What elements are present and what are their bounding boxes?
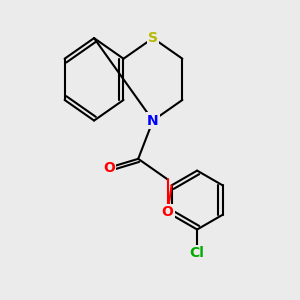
Text: O: O [162, 205, 174, 219]
Text: O: O [103, 161, 115, 175]
Text: Cl: Cl [190, 246, 205, 260]
Text: S: S [148, 31, 158, 45]
Text: N: N [147, 114, 159, 128]
